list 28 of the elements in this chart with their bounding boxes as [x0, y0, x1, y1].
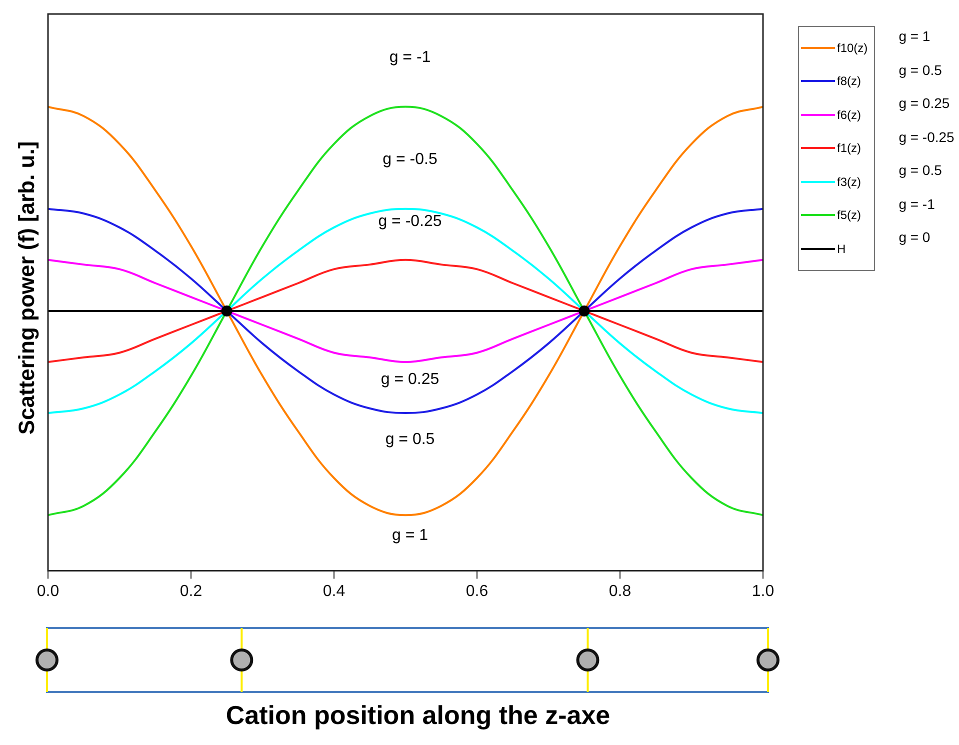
- y-axis-title: Scattering power (f) [arb. u.]: [14, 141, 40, 435]
- annotation: g = -0.25: [378, 213, 442, 231]
- x-tick-label: 0.2: [180, 582, 202, 600]
- x-tick-label: 0.6: [466, 582, 488, 600]
- text: g = 0.5: [898, 60, 943, 80]
- x-tick-label: 1.0: [752, 582, 774, 600]
- x-tick-label: 0.4: [322, 582, 346, 600]
- legend-label: f3(z): [837, 174, 861, 189]
- x-tick-label: 0.8: [608, 582, 632, 600]
- text: g = 1: [898, 27, 932, 46]
- legend-label: f10(z): [837, 40, 868, 55]
- x-axis-title: Cation position along the z-axe: [224, 700, 612, 731]
- legend-label: f6(z): [837, 108, 861, 122]
- text: g = -1: [389, 49, 431, 67]
- annotation: g = 0.25: [380, 371, 440, 389]
- annotation: g = -0.5: [382, 151, 438, 169]
- x-tick-label: 0.0: [36, 582, 60, 600]
- text: g = -1: [898, 194, 936, 214]
- text: g = 0.5: [898, 161, 943, 180]
- annotation: g = 0.5: [385, 431, 435, 449]
- text: g = 0: [898, 228, 932, 247]
- legend-label: f1(z): [837, 141, 861, 156]
- legend-label: f8(z): [837, 74, 861, 88]
- text: g = 0.25: [898, 94, 951, 113]
- legend-label: f5(z): [837, 208, 861, 222]
- legend-label: H: [837, 242, 846, 256]
- text: g = -0.25: [898, 128, 954, 147]
- annotation: g = 1: [392, 527, 428, 545]
